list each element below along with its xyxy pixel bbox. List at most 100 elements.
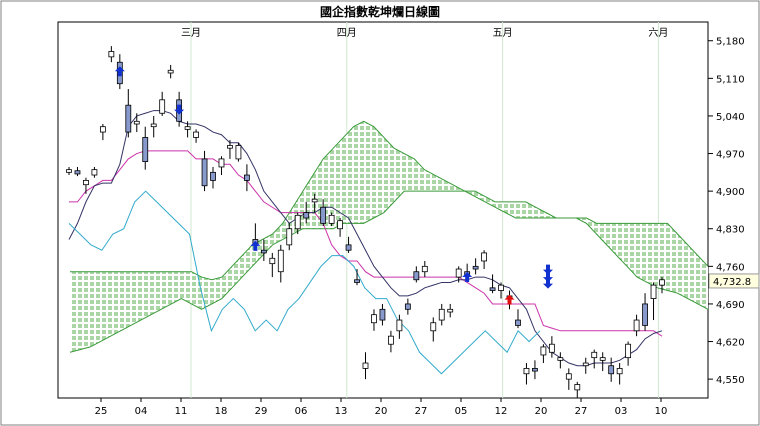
candle-body <box>337 220 343 230</box>
x-tick-label: 06 <box>295 406 308 417</box>
y-tick-label: 4,620 <box>716 338 745 349</box>
candle-body <box>328 214 335 224</box>
cloud-span-b-line <box>69 190 708 353</box>
plot-area <box>66 46 708 398</box>
x-tick-label: 27 <box>575 406 588 417</box>
candle-body <box>608 365 615 375</box>
candle-body <box>404 303 411 310</box>
candle-body <box>421 265 428 273</box>
candle-body <box>74 170 81 175</box>
sell-signal-arrow <box>174 104 185 115</box>
ichimoku-cloud <box>70 121 708 353</box>
candle-body <box>91 169 98 176</box>
candle-body <box>362 362 369 369</box>
candle-body <box>396 319 403 332</box>
candle-body <box>650 284 657 299</box>
candle-body <box>565 373 572 380</box>
candle-body <box>515 319 521 326</box>
sell-signal-arrow <box>542 278 553 289</box>
y-tick-label: 4,690 <box>716 300 745 311</box>
y-tick-label: 4,550 <box>716 375 745 386</box>
signal-marker <box>250 240 261 251</box>
candle-body <box>388 335 394 345</box>
month-label: 三月 <box>181 27 201 39</box>
candle-body <box>133 120 140 125</box>
last-value-label: 4,732.8 <box>713 277 751 288</box>
candle-body <box>591 351 598 359</box>
y-tick-label: 4,830 <box>716 225 745 236</box>
candle-body <box>201 158 208 187</box>
y-tick-label: 5,180 <box>716 37 745 48</box>
x-tick-label: 20 <box>375 406 388 417</box>
x-tick-label: 10 <box>655 406 668 417</box>
x-tick-label: 12 <box>495 406 508 417</box>
candle-body <box>379 308 386 321</box>
candle-body <box>125 104 132 133</box>
candle-body <box>193 131 199 138</box>
candle-body <box>481 252 488 262</box>
candle-body <box>320 206 327 224</box>
candle-body <box>159 99 166 114</box>
candle-body <box>498 284 504 291</box>
candle-body <box>354 279 360 283</box>
candle-body <box>218 158 225 168</box>
candle-body <box>371 314 377 324</box>
sell-signal-arrow <box>542 272 553 283</box>
candle-body <box>243 174 250 181</box>
x-tick-label: 20 <box>535 406 548 417</box>
signal-marker <box>462 272 473 283</box>
chart-title: 國企指數乾坤爛日線圖 <box>320 4 440 19</box>
candle-body <box>659 279 665 286</box>
candle-body <box>523 367 530 375</box>
y-tick-label: 4,760 <box>716 262 745 273</box>
candle-body <box>430 322 437 332</box>
y-tick-label: 5,110 <box>716 74 745 85</box>
candle-body <box>269 257 276 265</box>
buy-signal-arrow <box>504 294 515 305</box>
candle-body <box>413 271 420 281</box>
candle-body <box>582 362 589 367</box>
candle-body <box>625 343 632 359</box>
x-tick-label: 03 <box>615 406 628 417</box>
y-tick-label: 5,040 <box>716 112 745 123</box>
candle-body <box>345 244 352 251</box>
candle-body <box>184 126 191 130</box>
x-tick-label: 11 <box>175 406 188 417</box>
candle-body <box>150 123 157 128</box>
candle-body <box>548 343 555 353</box>
candle-body <box>540 346 547 356</box>
candle-body <box>210 171 216 181</box>
candle-body <box>447 308 454 313</box>
candle-body <box>599 357 606 361</box>
x-tick-label: 13 <box>335 406 348 417</box>
signal-marker <box>114 66 125 77</box>
x-tick-label: 04 <box>135 406 148 417</box>
candle-body <box>642 303 648 326</box>
y-tick-label: 4,900 <box>716 187 745 198</box>
x-tick-label: 29 <box>255 406 268 417</box>
candle-body <box>455 268 462 278</box>
cloud-span-a-line <box>70 120 708 281</box>
candle-body <box>66 169 72 173</box>
chikou-line <box>68 190 541 375</box>
candle-body <box>227 145 233 149</box>
candle-body <box>633 319 640 332</box>
candle-body <box>294 214 301 230</box>
month-label: 四月 <box>337 27 357 39</box>
candle-body <box>235 145 242 160</box>
candle-body <box>616 367 623 375</box>
candle-body <box>142 137 149 163</box>
x-tick-label: 25 <box>95 406 108 417</box>
kijun-line <box>69 150 663 337</box>
candle-body <box>557 357 564 361</box>
x-tick-label: 18 <box>215 406 228 417</box>
candle-body <box>532 367 538 372</box>
candle-body <box>489 287 496 291</box>
candle-body <box>472 265 479 270</box>
candle-body <box>167 69 174 74</box>
candle-body <box>99 126 106 133</box>
candle-body <box>438 308 445 321</box>
month-label: 六月 <box>648 27 668 39</box>
